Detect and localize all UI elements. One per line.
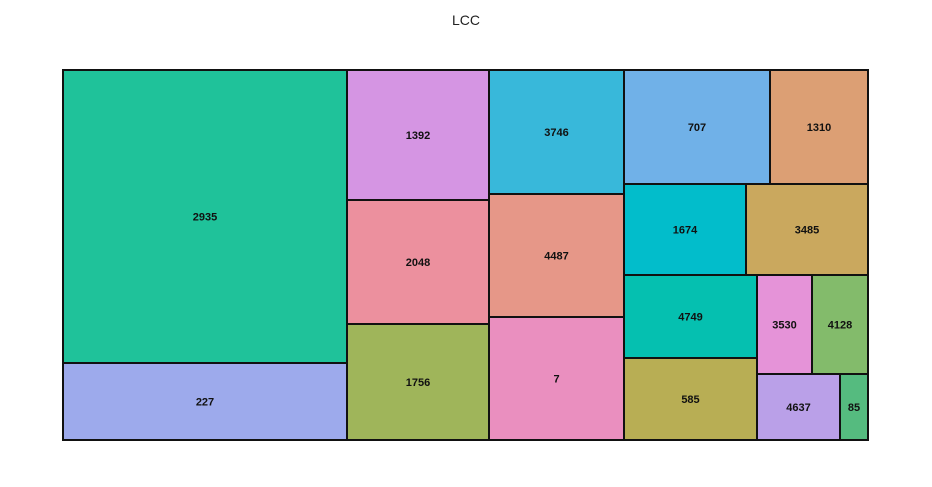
tile-label-4128: 4128 bbox=[828, 320, 852, 332]
treemap-tile-3485 bbox=[745, 183, 869, 276]
tile-label-227: 227 bbox=[196, 397, 214, 409]
treemap-tile-3530 bbox=[756, 274, 813, 375]
tile-label-1310: 1310 bbox=[807, 122, 831, 134]
treemap-tile-3746 bbox=[488, 69, 625, 195]
treemap-tile-7 bbox=[488, 316, 625, 441]
tile-label-2048: 2048 bbox=[406, 257, 430, 269]
tile-label-1392: 1392 bbox=[406, 130, 430, 142]
treemap-tile-1674 bbox=[623, 183, 747, 276]
treemap-tile-4487 bbox=[488, 193, 625, 318]
treemap-tile-227 bbox=[62, 362, 348, 441]
treemap-tile-85 bbox=[839, 373, 869, 441]
chart-title: LCC bbox=[451, 12, 480, 28]
tile-label-4749: 4749 bbox=[678, 312, 702, 324]
tile-label-707: 707 bbox=[688, 122, 706, 134]
tile-label-585: 585 bbox=[681, 394, 699, 406]
treemap-tile-707 bbox=[623, 69, 771, 185]
tile-label-3485: 3485 bbox=[795, 225, 819, 237]
tile-label-3530: 3530 bbox=[772, 320, 796, 332]
tile-label-1756: 1756 bbox=[406, 377, 430, 389]
tile-label-85: 85 bbox=[848, 402, 860, 414]
tile-label-4637: 4637 bbox=[786, 402, 810, 414]
tile-label-7: 7 bbox=[553, 374, 559, 386]
treemap-tile-1756 bbox=[346, 323, 490, 441]
tile-label-1674: 1674 bbox=[673, 225, 698, 237]
tile-label-3746: 3746 bbox=[544, 127, 568, 139]
tile-label-4487: 4487 bbox=[544, 251, 568, 263]
tile-label-2935: 2935 bbox=[193, 212, 217, 224]
treemap-tile-4749 bbox=[623, 274, 758, 359]
treemap-tile-4128 bbox=[811, 274, 869, 375]
